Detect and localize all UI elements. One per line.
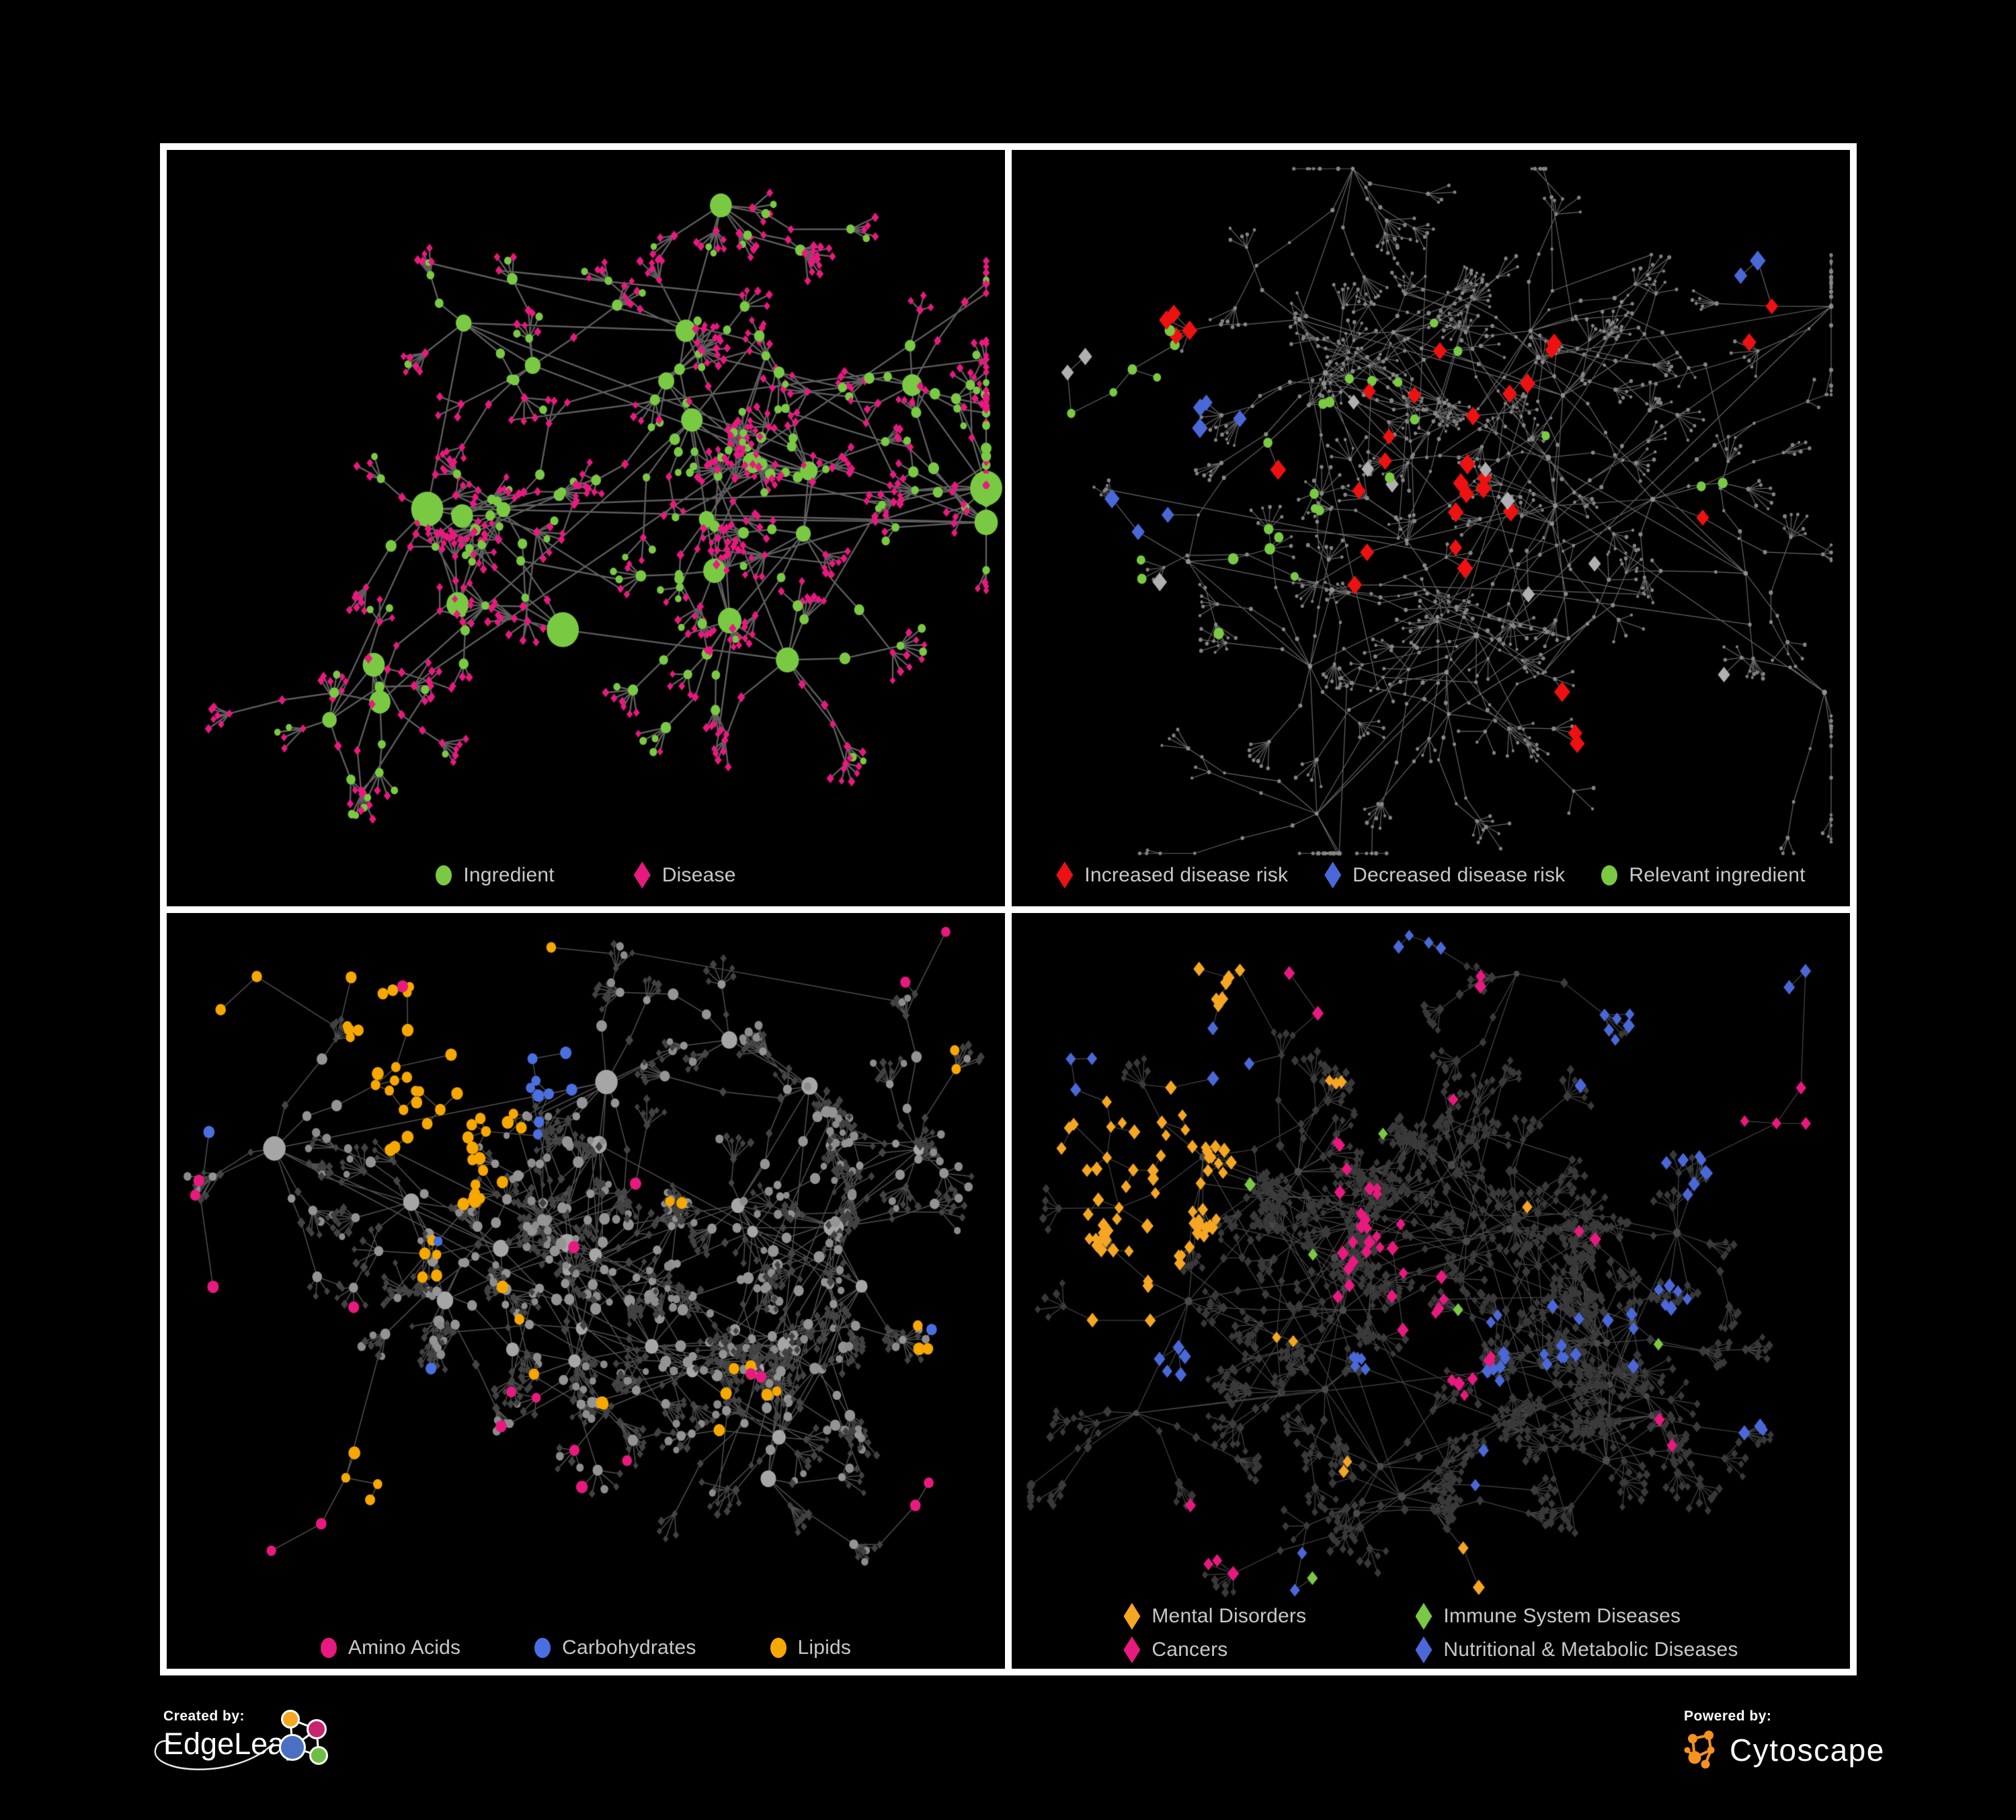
- edgeleap-node-blue: [279, 1734, 306, 1761]
- immune-system-diseases-icon: [1415, 1603, 1433, 1630]
- ingredient-node-icon: [436, 865, 452, 885]
- legend-label: Lipids: [797, 1636, 852, 1659]
- legend-label: Disease: [661, 863, 736, 886]
- legend-item-nutritional-metabolic-diseases: Nutritional & Metabolic Diseases: [1415, 1636, 1738, 1663]
- legend-label: Mental Disorders: [1152, 1605, 1307, 1627]
- cytoscape-credit: Powered by:: [1684, 1708, 1886, 1789]
- legend-item-cancers: Cancers: [1123, 1636, 1377, 1663]
- edgeleap-credit: Created by: EdgeLeap: [154, 1708, 452, 1809]
- legend-item-decreased-risk: Decreased disease risk: [1324, 861, 1566, 889]
- network-ingredient-disease: [167, 150, 1005, 906]
- cytoscape-logo-icon: [1684, 1731, 1715, 1769]
- legend-label: Decreased disease risk: [1353, 863, 1566, 886]
- edgeleap-node-orange: [281, 1710, 300, 1729]
- legend-nutrients: Amino Acids Carbohydrates Lipids: [167, 1636, 1005, 1659]
- network-disease-risk: [1012, 150, 1850, 906]
- carbohydrates-icon: [534, 1638, 551, 1658]
- legend-item-relevant-ingredient: Relevant ingredient: [1601, 863, 1806, 887]
- legend-label: Relevant ingredient: [1629, 863, 1806, 886]
- legend-item-lipids: Lipids: [770, 1636, 852, 1659]
- edgeleap-logo-mark: [154, 1710, 328, 1770]
- figure-grid: Ingredient Disease Increased disease ris…: [160, 143, 1857, 1675]
- legend-label: Amino Acids: [348, 1636, 461, 1659]
- legend-label: Cancers: [1152, 1638, 1228, 1661]
- cytoscape-logo-text: Cytoscape: [1730, 1733, 1885, 1768]
- legend-item-increased-risk: Increased disease risk: [1056, 861, 1289, 889]
- panel-disease-categories: Mental Disorders Immune System Diseases …: [1012, 912, 1850, 1669]
- legend-item-carbohydrates: Carbohydrates: [534, 1636, 696, 1659]
- legend-label: Ingredient: [463, 863, 555, 886]
- lipids-icon: [770, 1638, 787, 1658]
- powered-by-label: Powered by:: [1684, 1708, 1772, 1724]
- legend-item-ingredient: Ingredient: [436, 863, 555, 887]
- edgeleap-node-green: [309, 1746, 328, 1765]
- legend-item-immune-system-diseases: Immune System Diseases: [1415, 1603, 1738, 1630]
- legend-item-disease: Disease: [633, 861, 736, 889]
- relevant-ingredient-icon: [1601, 865, 1618, 885]
- panel-nutrients: Amino Acids Carbohydrates Lipids: [167, 912, 1005, 1669]
- legend-disease-risk: Increased disease risk Decreased disease…: [1012, 861, 1850, 889]
- increased-risk-icon: [1056, 861, 1074, 889]
- created-by-label: Created by:: [163, 1708, 245, 1724]
- network-nutrients: [167, 912, 1005, 1669]
- panel-disease-risk: Increased disease risk Decreased disease…: [1012, 150, 1850, 906]
- amino-acids-icon: [320, 1638, 337, 1658]
- legend-ingredient-disease: Ingredient Disease: [167, 861, 1005, 889]
- panel-ingredient-disease: Ingredient Disease: [167, 150, 1005, 906]
- edgeleap-node-magenta: [307, 1719, 327, 1739]
- legend-disease-categories: Mental Disorders Immune System Diseases …: [1123, 1603, 1738, 1663]
- legend-label: Nutritional & Metabolic Diseases: [1443, 1638, 1738, 1661]
- cancers-icon: [1123, 1636, 1141, 1663]
- network-disease-categories: [1012, 912, 1850, 1669]
- disease-node-icon: [633, 861, 651, 889]
- mental-disorders-icon: [1123, 1603, 1141, 1630]
- nutritional-metabolic-diseases-icon: [1415, 1636, 1433, 1663]
- legend-label: Carbohydrates: [562, 1636, 696, 1659]
- legend-label: Increased disease risk: [1084, 863, 1289, 886]
- legend-item-mental-disorders: Mental Disorders: [1123, 1603, 1377, 1630]
- legend-item-amino-acids: Amino Acids: [320, 1636, 461, 1659]
- decreased-risk-icon: [1324, 861, 1342, 889]
- legend-label: Immune System Diseases: [1443, 1605, 1681, 1627]
- edgeleap-logo-text: EdgeLeap: [163, 1727, 302, 1761]
